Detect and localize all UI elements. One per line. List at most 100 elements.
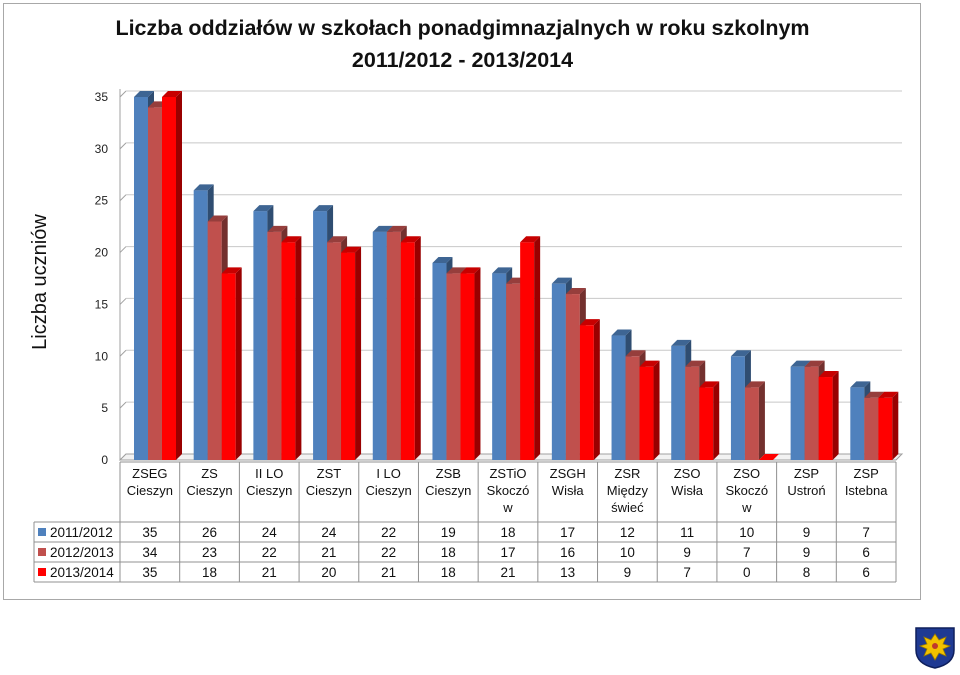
- data-value: 6: [862, 545, 870, 560]
- bar-top: [327, 236, 348, 243]
- chart-title-line-2: 2011/2012 - 2013/2014: [351, 48, 574, 72]
- bar-side: [832, 371, 839, 460]
- category-label: świeć: [611, 500, 644, 515]
- bar: [432, 262, 447, 460]
- bar-top: [565, 288, 586, 295]
- data-value: 16: [560, 545, 575, 560]
- bar-top: [207, 215, 228, 222]
- data-value: 21: [381, 565, 396, 580]
- bar-top: [162, 91, 182, 97]
- bar-side: [355, 246, 362, 460]
- bar: [162, 97, 176, 460]
- category-label: Ustroń: [787, 483, 825, 498]
- category-label: Cieszyn: [306, 483, 352, 498]
- bar-side: [593, 319, 600, 460]
- bar-top: [685, 360, 706, 367]
- data-value: 22: [381, 525, 396, 540]
- data-value: 24: [321, 525, 337, 540]
- bar-side: [474, 267, 481, 460]
- bar-top: [625, 350, 646, 357]
- gridline-depth: [119, 90, 127, 98]
- data-value: 21: [321, 545, 336, 560]
- bar-top: [341, 246, 362, 253]
- bar-side: [414, 236, 421, 460]
- category-label: Skoczó: [725, 483, 768, 498]
- data-value: 10: [739, 525, 754, 540]
- category-label: ZSP: [794, 466, 819, 481]
- category-label: w: [741, 500, 752, 515]
- bar-side: [653, 360, 660, 460]
- category-label: I LO: [376, 466, 401, 481]
- bar-top: [281, 236, 302, 243]
- category-label: Cieszyn: [127, 483, 173, 498]
- bar: [639, 366, 654, 460]
- bar: [341, 252, 356, 460]
- category-label: Wisła: [552, 483, 585, 498]
- bar-top: [864, 391, 885, 398]
- data-value: 21: [262, 565, 277, 580]
- category-label: ZSP: [854, 466, 879, 481]
- bar-top: [386, 225, 407, 232]
- bar: [506, 283, 521, 460]
- bar: [804, 366, 819, 460]
- bar: [699, 387, 714, 460]
- bar: [790, 366, 805, 460]
- y-tick-label: 20: [95, 246, 109, 260]
- bar-top: [432, 256, 453, 263]
- bar: [565, 294, 580, 460]
- data-value: 18: [500, 525, 515, 540]
- data-value: 11: [680, 525, 694, 540]
- bar: [671, 345, 686, 460]
- series-name: 2013/2014: [50, 565, 114, 580]
- bar-zero: [758, 454, 779, 460]
- legend-swatch: [38, 548, 46, 556]
- gridline-depth: [119, 298, 127, 305]
- bar-top: [699, 381, 720, 388]
- bar: [685, 366, 700, 460]
- bar-top: [460, 267, 481, 274]
- category-label: w: [502, 500, 513, 515]
- bar-top: [446, 267, 467, 274]
- bar: [625, 356, 640, 460]
- data-value: 0: [743, 565, 751, 580]
- bar-top: [221, 267, 242, 274]
- y-tick-label: 10: [95, 349, 109, 363]
- bar: [460, 273, 475, 460]
- bar: [551, 283, 566, 460]
- bar: [281, 242, 296, 460]
- bar: [267, 231, 282, 460]
- bar-top: [267, 225, 288, 232]
- data-value: 10: [620, 545, 635, 560]
- category-label: ZSEG: [132, 466, 167, 481]
- category-label: ZSR: [614, 466, 640, 481]
- bar-side: [713, 381, 720, 460]
- data-value: 26: [202, 525, 217, 540]
- category-label: Cieszyn: [186, 483, 232, 498]
- bar: [327, 242, 342, 460]
- data-value: 9: [624, 565, 632, 580]
- bar: [611, 335, 626, 460]
- bar-top: [313, 205, 334, 212]
- bar-top: [639, 360, 660, 367]
- data-value: 24: [262, 525, 278, 540]
- bar: [400, 242, 415, 460]
- data-value: 13: [560, 565, 575, 580]
- bar-side: [892, 391, 899, 460]
- gridline-depth: [119, 194, 127, 202]
- bar: [221, 273, 236, 460]
- bar-side: [176, 91, 182, 460]
- y-tick-label: 30: [95, 142, 109, 156]
- bar-top: [818, 371, 839, 378]
- gridline-depth: [119, 349, 127, 357]
- data-value: 17: [560, 525, 575, 540]
- category-label: Cieszyn: [425, 483, 471, 498]
- bar: [148, 107, 162, 460]
- data-value: 7: [683, 565, 691, 580]
- data-value: 9: [803, 545, 811, 560]
- data-value: 9: [683, 545, 691, 560]
- bar-side: [235, 267, 242, 460]
- bar-top: [579, 319, 600, 326]
- data-value: 34: [142, 545, 158, 560]
- gridline-depth: [119, 142, 127, 150]
- bar-top: [850, 381, 871, 388]
